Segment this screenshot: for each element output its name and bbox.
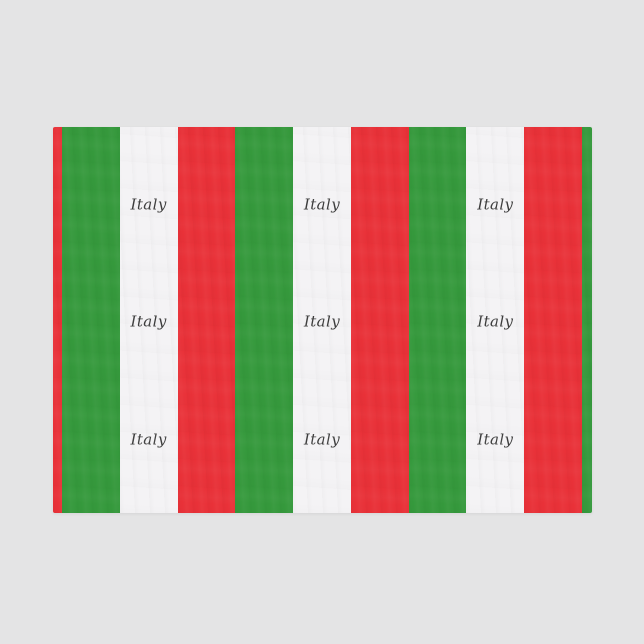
italy-label: Italy (303, 312, 341, 331)
italy-label: Italy (477, 312, 514, 331)
italy-label: Italy (130, 430, 167, 449)
white-stripe: Italy Italy Italy (293, 127, 351, 513)
italy-label: Italy (477, 195, 514, 214)
green-stripe (61, 127, 120, 513)
italy-label: Italy (130, 195, 167, 214)
red-edge-stripe-left (53, 127, 62, 513)
red-stripe (524, 127, 582, 513)
italy-label: Italy (130, 312, 167, 331)
italy-flag-striped-product-image: Italy Italy Italy Italy Italy Italy Italy Italy… (53, 127, 592, 513)
italy-label: Italy (477, 430, 514, 449)
italy-label: Italy (303, 195, 341, 214)
white-stripe: Italy Italy Italy (466, 127, 525, 513)
red-stripe (350, 127, 409, 513)
white-stripe: Italy Italy Italy (119, 127, 178, 513)
green-stripe (408, 127, 467, 513)
italy-label: Italy (303, 430, 341, 449)
red-stripe (177, 127, 236, 513)
green-stripe (235, 127, 294, 513)
green-edge-stripe-right (582, 127, 592, 513)
